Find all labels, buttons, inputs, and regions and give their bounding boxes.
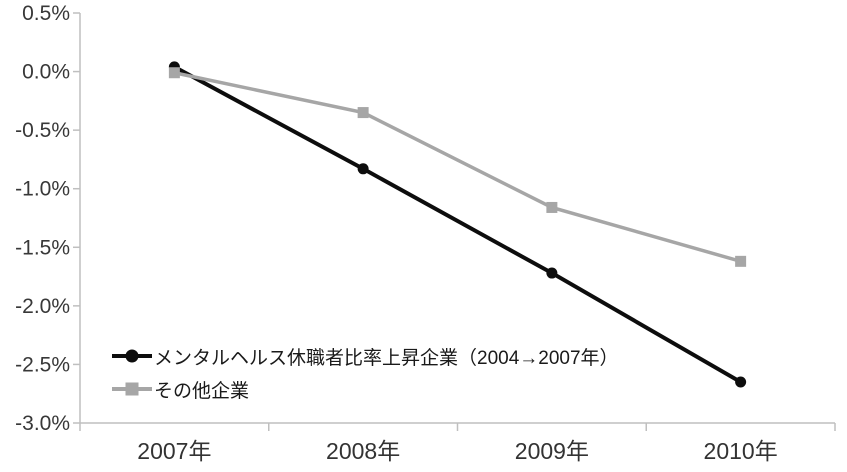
y-tick-label: 0.0% — [22, 61, 70, 84]
data-point-square — [168, 67, 180, 79]
chart-legend: メンタルヘルス休職者比率上昇企業（2004→2007年） その他企業 — [112, 344, 619, 402]
y-tick-label: -0.5% — [15, 119, 70, 142]
data-point-circle — [735, 376, 747, 388]
data-point-square — [735, 255, 747, 267]
legend-label-other-firms: その他企業 — [154, 380, 250, 402]
y-tick-label: -2.0% — [15, 295, 70, 318]
data-point-square — [357, 107, 369, 119]
legend-marker-square-icon — [112, 382, 152, 396]
series-line-0 — [173, 65, 742, 384]
y-tick-label: -1.0% — [15, 178, 70, 201]
y-tick-label: -3.0% — [15, 412, 70, 435]
y-tick-label: -1.5% — [15, 236, 70, 259]
legend-square — [125, 382, 139, 396]
data-point-circle — [546, 267, 558, 279]
legend-label-mental-health-firms: メンタルヘルス休職者比率上昇企業（2004→2007年） — [154, 347, 619, 369]
x-tick-label: 2010年 — [704, 438, 778, 464]
legend-circle — [125, 349, 139, 363]
data-point-square — [546, 201, 558, 213]
legend-item-mental-health-firms: メンタルヘルス休職者比率上昇企業（2004→2007年） — [112, 344, 619, 369]
series-line-1 — [174, 71, 742, 264]
legend-item-other-firms: その他企業 — [112, 377, 619, 402]
y-tick-label: 0.5% — [22, 2, 70, 25]
x-tick-label: 2008年 — [326, 438, 400, 464]
data-point-circle — [357, 163, 369, 175]
y-tick-label: -2.5% — [15, 353, 70, 376]
x-tick-label: 2007年 — [137, 438, 211, 464]
legend-marker-circle-icon — [112, 349, 152, 363]
x-tick-label: 2009年 — [515, 438, 589, 464]
